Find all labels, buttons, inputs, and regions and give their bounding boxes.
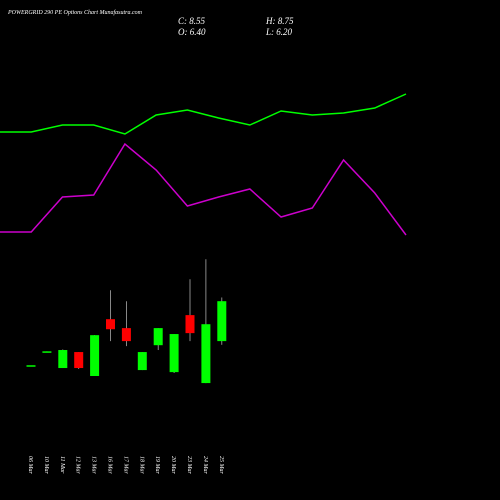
candle-body (217, 301, 227, 342)
x-tick-label: 17 Mar (122, 456, 128, 474)
chart-title: POWERGRID 290 PE Options Chart Munafasut… (7, 9, 143, 16)
x-tick-label: 25 Mar (218, 456, 224, 474)
x-tick-label: 19 Mar (154, 456, 160, 474)
candle-body (153, 328, 163, 346)
high-label: H: 8.75 (265, 16, 294, 26)
candle-body (26, 365, 36, 367)
x-tick-label: 20 Mar (170, 456, 176, 474)
x-tick-label: 24 Mar (202, 456, 209, 474)
x-tick-label: 16 Mar (107, 456, 113, 474)
candle-body (90, 335, 100, 377)
x-tick-label: 13 Mar (91, 456, 97, 474)
candle-body (121, 328, 131, 342)
candle-body (58, 350, 68, 369)
candle-body (106, 319, 115, 330)
low-label: L: 6.20 (265, 27, 293, 37)
indicator-line (0, 142, 407, 236)
candle-body (169, 334, 179, 373)
x-tick-label: 10 Mar (43, 456, 49, 474)
indicator-line (0, 93, 407, 135)
x-tick-label: 06 Mar (27, 456, 33, 474)
candle-body (185, 315, 195, 334)
x-tick-label: 12 Mar (75, 456, 81, 474)
x-tick-label: 23 Mar (186, 456, 192, 474)
close-label: C: 8.55 (178, 16, 206, 26)
x-tick-label: 18 Mar (138, 456, 144, 474)
candle-body (42, 351, 52, 353)
candle-body (74, 352, 84, 369)
candle-body (201, 324, 211, 384)
candle-body (137, 352, 147, 371)
open-label: O: 6.40 (178, 27, 206, 37)
x-tick-label: 11 Mar (59, 456, 65, 474)
